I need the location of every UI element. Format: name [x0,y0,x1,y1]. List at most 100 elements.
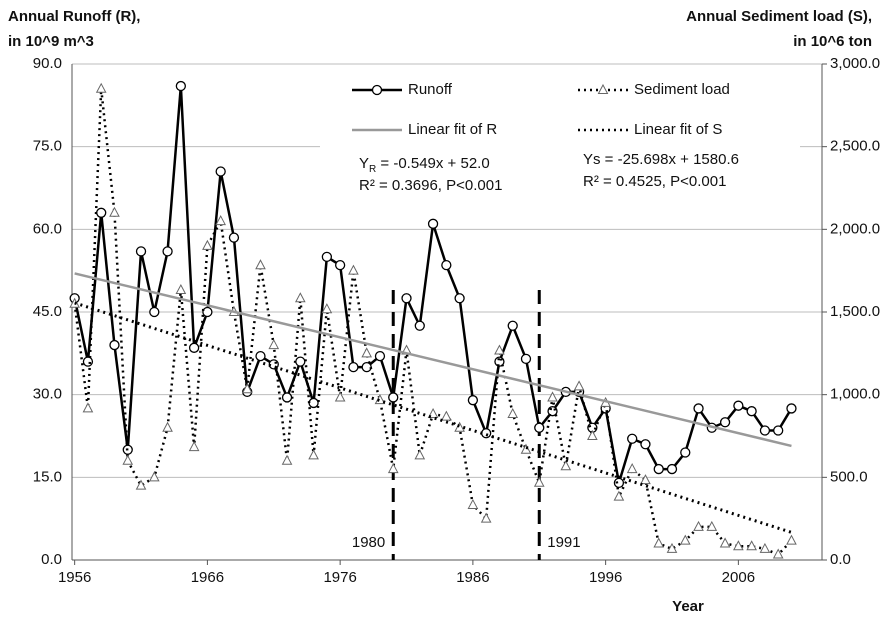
sediment-point [281,454,293,465]
sediment-point [494,344,505,355]
runoff-point [427,218,439,229]
legend-label: Sediment load [634,81,730,98]
runoff-point [96,207,107,218]
runoff-point [388,392,399,403]
sediment-point [693,520,704,531]
sediment-point [122,454,134,465]
runoff-point [414,320,425,331]
y-tick-label: 75.0 [33,138,62,155]
runoff-point [228,232,240,243]
sediment-point [308,449,319,460]
y-axis-title: Annual Runoff (R), [8,8,140,25]
sediment-point [666,542,678,553]
legend-label: Linear fit of R [408,121,497,138]
y-tick-label: 45.0 [33,303,62,320]
sediment-point [653,537,665,548]
y-tick-label: 30.0 [33,386,62,403]
sediment-point [587,429,598,440]
runoff-point [348,361,359,373]
sediment-point [640,474,651,485]
sediment-point [560,460,572,471]
series-line [74,272,792,448]
sediment-point [454,421,465,432]
sediment-point [215,214,227,226]
sediment-point [733,540,744,551]
runoff-point [441,260,452,271]
y2-tick-label: 1,000.0 [830,386,880,403]
sediment-point [321,303,333,314]
sediment-point [361,347,373,358]
runoff-point [693,403,704,414]
fit-equation: YR = -0.549x + 52.0 [359,155,490,175]
runoff-point [321,251,333,263]
runoff-point [719,417,731,428]
runoff-point [507,320,518,331]
sediment-point [188,441,200,452]
sediment-point [507,407,519,419]
equation-rest: = -0.549x + 52.0 [376,155,489,172]
sediment-point [573,380,585,391]
fit-r-squared: R² = 0.4525, P<0.001 [583,173,726,190]
x-axis-title: Year [672,598,704,615]
y-tick-label: 15.0 [33,468,62,485]
sediment-point [746,540,757,551]
x-tick-label: 1996 [589,569,622,586]
sediment-point [414,449,426,460]
runoff-point [454,293,465,304]
runoff-point [255,350,266,362]
sediment-point [706,520,718,531]
runoff-point [202,306,213,318]
equation-main: Y [359,155,369,172]
runoff-point [773,425,784,436]
runoff-point [534,422,545,433]
runoff-point [786,403,797,414]
x-tick-label: 1956 [58,569,91,586]
sediment-point [772,548,784,559]
y-axis-title: in 10^9 m^3 [8,33,94,50]
y2-tick-label: 2,500.0 [830,138,880,155]
runoff-point [640,439,651,450]
legend-marker [597,83,609,94]
runoff-point [361,361,372,373]
y-tick-label: 90.0 [33,55,62,72]
runoff-point [733,400,744,411]
runoff-point [82,356,94,367]
sediment-point [95,82,107,93]
runoff-point [759,425,771,436]
runoff-point [188,342,200,353]
y-tick-label: 60.0 [33,220,62,237]
runoff-point [627,433,638,444]
runoff-point [746,406,757,417]
sediment-point [679,534,691,545]
sediment-point [162,421,173,432]
y2-tick-label: 0.0 [830,551,851,568]
sediment-point [202,239,213,250]
sediment-point [719,537,731,548]
y2-tick-label: 1,500.0 [830,303,880,320]
sediment-point [135,479,147,490]
y-tick-label: 0.0 [41,551,62,568]
runoff-point [467,395,479,406]
runoff-point [680,447,691,458]
x-tick-label: 1966 [191,569,224,586]
y2-axis-title: in 10^6 ton [793,33,872,50]
sediment-point [759,542,771,553]
y2-tick-label: 3,000.0 [830,55,880,72]
legend-marker [371,84,383,96]
sediment-point [148,471,160,482]
sediment-point [294,292,306,303]
sediment-point [82,402,94,413]
y2-tick-label: 2,000.0 [830,220,880,237]
runoff-point [481,428,492,439]
sediment-point [348,264,359,275]
sediment-point [255,259,266,270]
sediment-point [520,443,532,454]
sediment-point [109,206,120,217]
runoff-point [135,246,147,257]
x-tick-label: 1986 [456,569,489,586]
legend-label: Runoff [408,81,453,98]
runoff-point [281,392,293,403]
x-tick-label: 2006 [722,569,755,586]
